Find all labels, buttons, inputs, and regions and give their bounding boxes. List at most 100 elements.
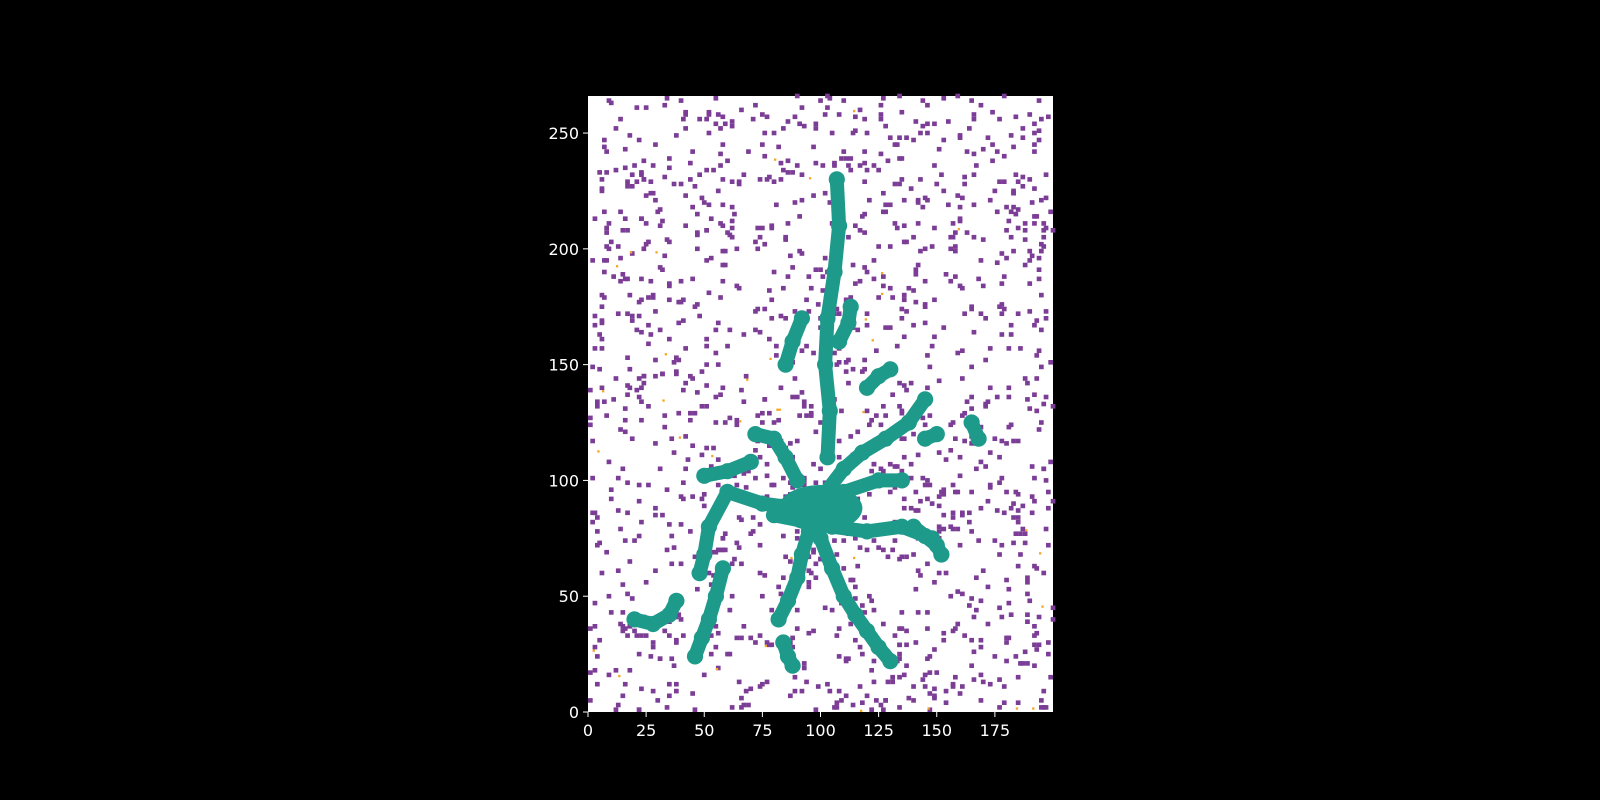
scatter-cell bbox=[936, 146, 942, 152]
scatter-cell bbox=[667, 165, 672, 171]
scatter-cell bbox=[636, 533, 642, 539]
scatter-cell bbox=[764, 461, 770, 467]
scatter-cell bbox=[969, 529, 974, 534]
scatter-cell bbox=[806, 568, 812, 573]
sparse-point-cell bbox=[662, 399, 665, 402]
scatter-cell bbox=[792, 688, 798, 694]
scatter-cell bbox=[994, 260, 1000, 265]
scatter-cell bbox=[653, 142, 658, 147]
scatter-cell bbox=[1004, 489, 1009, 495]
scatter-cell bbox=[746, 149, 751, 154]
scatter-cell bbox=[862, 357, 867, 363]
scatter-cell bbox=[799, 172, 805, 177]
scatter-cell bbox=[620, 466, 626, 472]
scatter-cell bbox=[632, 538, 637, 543]
scatter-cell bbox=[1036, 427, 1042, 432]
scatter-cell bbox=[857, 107, 863, 113]
scatter-cell bbox=[1032, 322, 1037, 328]
scatter-cell bbox=[727, 327, 733, 333]
y-tick-label: 100 bbox=[548, 471, 579, 490]
scatter-cell bbox=[832, 163, 837, 168]
scatter-cell bbox=[636, 137, 642, 143]
scatter-cell bbox=[1029, 200, 1035, 205]
scatter-cell bbox=[920, 204, 926, 210]
scatter-cell bbox=[890, 674, 895, 680]
scatter-cell bbox=[781, 167, 786, 173]
scatter-cell bbox=[843, 297, 849, 303]
scatter-cell bbox=[676, 357, 682, 363]
scatter-cell bbox=[997, 705, 1002, 710]
scatter-cell bbox=[634, 179, 640, 184]
scatter-cell bbox=[722, 420, 728, 425]
scatter-cell bbox=[911, 684, 916, 689]
scatter-cell bbox=[820, 288, 826, 293]
scatter-cell bbox=[701, 672, 707, 678]
scatter-cell bbox=[697, 116, 702, 122]
scatter-cell bbox=[769, 607, 775, 613]
scatter-cell bbox=[822, 255, 828, 261]
network-cell bbox=[842, 298, 859, 315]
scatter-cell bbox=[808, 570, 814, 576]
scatter-cell bbox=[741, 471, 747, 476]
scatter-cell bbox=[894, 464, 900, 469]
scatter-cell bbox=[869, 417, 874, 423]
scatter-cell bbox=[864, 311, 870, 316]
scatter-cell bbox=[997, 552, 1002, 557]
scatter-cell bbox=[825, 93, 830, 99]
scatter-cell bbox=[753, 309, 758, 314]
scatter-cell bbox=[836, 438, 842, 444]
scatter-cell bbox=[1050, 228, 1056, 233]
scatter-cell bbox=[1015, 207, 1021, 212]
network-cell bbox=[970, 430, 987, 447]
scatter-cell bbox=[969, 441, 974, 446]
y-axis: 0 50 100 150 200 250 bbox=[548, 124, 588, 722]
scatter-cell bbox=[739, 705, 744, 710]
scatter-cell bbox=[897, 651, 902, 657]
scatter-cell bbox=[927, 482, 933, 488]
network-core bbox=[778, 485, 863, 532]
scatter-cell bbox=[674, 681, 679, 687]
scatter-cell bbox=[936, 494, 942, 499]
scatter-cell bbox=[950, 526, 956, 532]
scatter-cell bbox=[890, 547, 895, 553]
scatter-cell bbox=[932, 693, 937, 699]
scatter-cell bbox=[620, 228, 626, 233]
scatter-cell bbox=[718, 295, 723, 300]
scatter-cell bbox=[1015, 311, 1021, 316]
scatter-cell bbox=[1020, 526, 1026, 532]
scatter-cell bbox=[1050, 605, 1056, 611]
scatter-cell bbox=[799, 348, 805, 353]
scatter-cell bbox=[841, 566, 847, 571]
scatter-cell bbox=[713, 420, 719, 425]
scatter-cell bbox=[869, 468, 874, 474]
scatter-cell bbox=[897, 404, 902, 409]
scatter-cell bbox=[715, 482, 721, 488]
scatter-cell bbox=[753, 640, 758, 645]
scatter-cell bbox=[953, 230, 958, 235]
scatter-cell bbox=[667, 522, 672, 527]
scatter-cell bbox=[899, 177, 905, 182]
scatter-cell bbox=[625, 392, 630, 397]
scatter-cell bbox=[762, 130, 768, 136]
scatter-cell bbox=[955, 589, 961, 594]
scatter-cell bbox=[994, 149, 1000, 154]
scatter-cell bbox=[683, 193, 688, 198]
scatter-cell bbox=[927, 654, 933, 659]
y-tick-label: 200 bbox=[548, 240, 579, 259]
scatter-cell bbox=[871, 658, 877, 664]
scatter-cell bbox=[618, 621, 623, 627]
scatter-cell bbox=[1025, 591, 1030, 597]
scatter-cell bbox=[978, 598, 984, 604]
scatter-cell bbox=[1032, 186, 1037, 191]
y-tick-label: 50 bbox=[559, 587, 579, 606]
scatter-cell bbox=[1043, 309, 1049, 314]
scatter-cell bbox=[974, 466, 979, 472]
sparse-point-cell bbox=[864, 318, 867, 321]
scatter-cell bbox=[1027, 281, 1033, 286]
scatter-cell bbox=[767, 336, 772, 342]
scatter-cell bbox=[641, 158, 647, 164]
scatter-cell bbox=[1032, 130, 1037, 136]
scatter-cell bbox=[618, 116, 623, 122]
scatter-cell bbox=[592, 644, 598, 650]
scatter-cell bbox=[992, 538, 998, 543]
